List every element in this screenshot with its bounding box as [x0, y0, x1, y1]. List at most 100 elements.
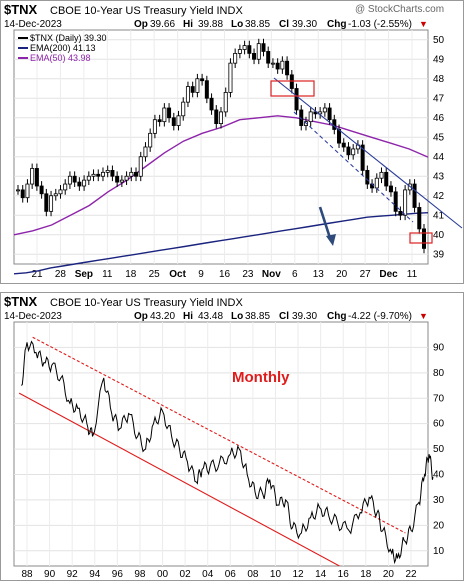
price-candle-body [374, 177, 379, 189]
price-candle-body [346, 146, 351, 156]
price-candle-body [119, 179, 124, 183]
daily-y-tick-label: 41 [433, 210, 445, 221]
monthly-x-tick-label: 22 [405, 569, 417, 580]
monthly-y-tick-label: 10 [433, 546, 445, 557]
price-candle-body [115, 175, 120, 183]
price-candle-body [365, 169, 370, 185]
monthly-x-tick-label: 16 [338, 569, 350, 580]
price-candle-body [181, 101, 186, 117]
daily-close-label: Cl [279, 19, 289, 30]
price-candle-body [322, 107, 327, 113]
price-candle-body [49, 195, 54, 212]
price-candle-body [327, 107, 332, 121]
price-candle-body [138, 156, 143, 177]
price-candle-body [360, 144, 365, 171]
price-candle-body [200, 78, 205, 82]
daily-y-tick-label: 45 [433, 132, 445, 143]
price-candle-body [275, 62, 280, 70]
ema200-line [13, 212, 429, 275]
monthly-x-axis: 88 90 92 94 96 98 00 02 04 06 08 10 12 14 16 18 20 22 [21, 569, 417, 580]
daily-watermark: @ StockCharts.com [355, 4, 444, 15]
monthly-x-tick-label: 10 [270, 569, 282, 580]
monthly-x-tick-label: 04 [202, 569, 214, 580]
monthly-date: 14-Dec-2023 [4, 311, 62, 322]
price-candle-body [91, 173, 96, 177]
price-candle-body [58, 189, 63, 195]
daily-chart-panel: $TNX CBOE 10-Year US Treasury Yield INDX… [0, 0, 464, 284]
monthly-x-tick-label: 92 [67, 569, 79, 580]
price-candle-body [341, 142, 346, 148]
daily-low-label: Lo [231, 19, 243, 30]
monthly-y-tick-label: 40 [433, 470, 445, 481]
price-candle-body [233, 53, 238, 64]
daily-x-tick-label: 16 [219, 269, 231, 280]
daily-change-label: Chg [327, 19, 346, 30]
monthly-x-tick-label: 06 [225, 569, 237, 580]
monthly-y-axis: 10 20 30 40 50 60 70 80 90 [433, 342, 445, 556]
daily-x-tick-label: 21 [31, 269, 43, 280]
price-candle-body [308, 111, 313, 123]
monthly-description: CBOE 10-Year US Treasury Yield INDX [50, 297, 243, 309]
monthly-x-tick-label: 12 [292, 569, 304, 580]
monthly-annotation: Monthly [232, 369, 290, 386]
price-candle-body [209, 97, 214, 111]
price-candle-body [148, 132, 153, 148]
price-candle-body [86, 175, 91, 181]
daily-y-tick-label: 47 [433, 93, 445, 104]
daily-x-tick-label: Nov [262, 269, 281, 280]
daily-down-arrow-icon [318, 206, 336, 246]
price-candle-body [20, 189, 25, 199]
price-candle-body [285, 60, 290, 76]
price-candle-body [421, 228, 426, 249]
daily-close: 39.30 [292, 19, 317, 30]
price-candle-body [204, 80, 209, 99]
monthly-channel [18, 336, 406, 566]
monthly-x-tick-label: 08 [247, 569, 259, 580]
daily-x-tick-label: 11 [407, 269, 418, 280]
price-candle-body [171, 117, 176, 126]
monthly-price-line [21, 340, 434, 565]
daily-plot-area [13, 29, 429, 265]
price-candle-body [294, 88, 299, 111]
price-candle-body [124, 175, 129, 181]
monthly-upper-channel-line [32, 336, 406, 534]
daily-chart-svg: $TNX CBOE 10-Year US Treasury Yield INDX… [0, 0, 464, 284]
price-candle-body [15, 189, 20, 192]
daily-breakout-box [270, 80, 315, 97]
monthly-x-tick-label: 94 [89, 569, 101, 580]
monthly-lower-channel-line [18, 392, 341, 566]
price-candle-body [280, 60, 285, 70]
legend-price-label: $TNX (Daily) 39.30 [30, 33, 107, 43]
daily-x-tick-label: 11 [102, 269, 113, 280]
daily-change-down-icon: ▼ [419, 19, 428, 29]
price-candle-body [190, 86, 195, 93]
price-candle-body [25, 183, 30, 199]
monthly-chart-panel: $TNX CBOE 10-Year US Treasury Yield INDX… [0, 292, 464, 581]
monthly-low: 38.85 [245, 311, 270, 322]
price-candle-body [44, 193, 49, 212]
daily-x-tick-label: 25 [149, 269, 161, 280]
daily-open-label: Op [134, 19, 148, 30]
daily-low: 38.85 [245, 19, 270, 30]
price-candle-body [100, 171, 105, 177]
daily-x-tick-label: Oct [169, 269, 186, 280]
daily-description: CBOE 10-Year US Treasury Yield INDX [50, 5, 243, 17]
monthly-y-tick-label: 90 [433, 342, 445, 353]
monthly-x-tick-label: 02 [180, 569, 192, 580]
monthly-low-label: Lo [231, 311, 243, 322]
price-candle-body [223, 92, 228, 113]
price-candle-body [110, 169, 115, 177]
price-candle-body [398, 210, 403, 216]
price-candle-body [34, 168, 39, 187]
monthly-x-tick-label: 98 [134, 569, 146, 580]
price-candle-body [143, 146, 148, 158]
price-candle-body [388, 185, 393, 193]
monthly-x-tick-label: 20 [383, 569, 395, 580]
daily-y-tick-label: 49 [433, 54, 445, 65]
price-candle-body [152, 119, 157, 134]
daily-legend: $TNX (Daily) 39.30 EMA(200) 41.13 EMA(50… [18, 33, 107, 63]
daily-y-tick-label: 40 [433, 230, 445, 241]
monthly-high: 43.48 [198, 311, 223, 322]
price-candle-body [351, 148, 356, 156]
price-candle-body [176, 115, 181, 126]
